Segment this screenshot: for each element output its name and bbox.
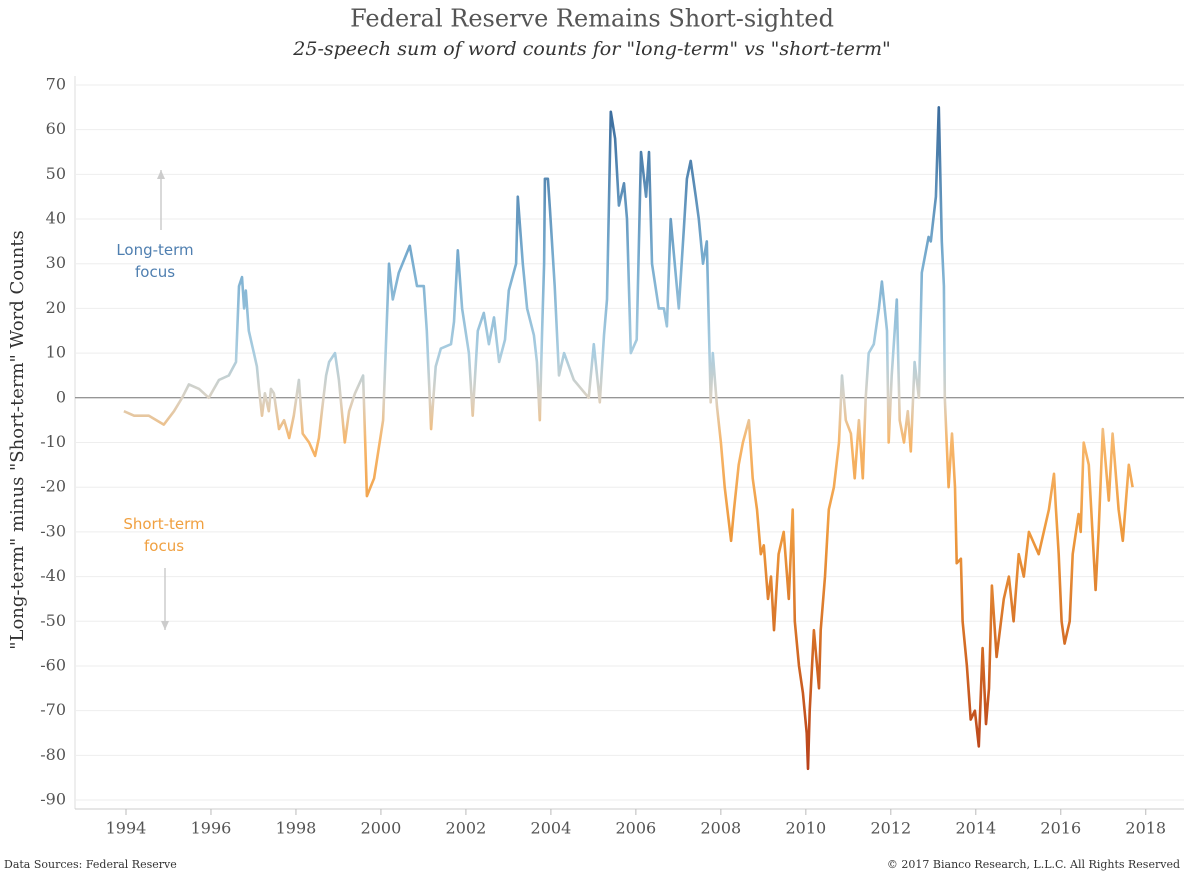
x-tick-label: 2016 [1040,819,1081,838]
y-tick-label: -40 [40,566,66,585]
x-tick-label: 1996 [191,819,232,838]
y-tick-label: 30 [46,253,66,272]
y-tick-label: -70 [40,700,66,719]
x-tick-label: 2000 [361,819,402,838]
annotation-arrowhead [157,170,165,179]
y-tick-label: -50 [40,611,66,630]
y-tick-label: 20 [46,298,66,317]
annotation-arrowhead [161,621,169,630]
x-tick-label: 1994 [106,819,147,838]
chart-title: Federal Reserve Remains Short-sighted [350,5,834,33]
x-tick-label: 1998 [276,819,317,838]
x-tick-label: 2002 [446,819,487,838]
annotation-line: focus [144,537,184,555]
y-tick-label: 70 [46,74,66,93]
x-tick-label: 2014 [955,819,996,838]
y-axis-label: "Long-term" minus "Short-term" Word Coun… [7,230,28,650]
x-tick-label: 2006 [616,819,657,838]
x-tick-label: 2010 [785,819,826,838]
y-tick-label: 50 [46,164,66,183]
chart-subtitle: 25-speech sum of word counts for "long-t… [292,38,890,60]
annotation: Long-term focus [116,241,193,281]
y-tick-label: 10 [46,343,66,362]
x-tick-label: 2018 [1125,819,1166,838]
annotation: Short-term focus [123,515,204,555]
copyright: © 2017 Bianco Research, L.L.C. All Right… [887,858,1180,871]
annotation-line: Short-term [123,515,204,533]
x-tick-label: 2008 [700,819,741,838]
y-tick-label: 60 [46,119,66,138]
source-note: Data Sources: Federal Reserve [4,858,177,871]
data-line [123,106,1134,771]
annotation-line: focus [135,263,175,281]
y-tick-label: -30 [40,521,66,540]
x-tick-label: 2012 [870,819,911,838]
y-tick-label: -90 [40,790,66,809]
y-tick-label: 0 [56,387,66,406]
y-tick-label: -60 [40,655,66,674]
y-tick-label: -20 [40,477,66,496]
y-tick-label: -80 [40,745,66,764]
y-tick-label: -10 [40,432,66,451]
annotation-line: Long-term [116,241,193,259]
x-tick-label: 2004 [531,819,572,838]
y-tick-label: 40 [46,209,66,228]
